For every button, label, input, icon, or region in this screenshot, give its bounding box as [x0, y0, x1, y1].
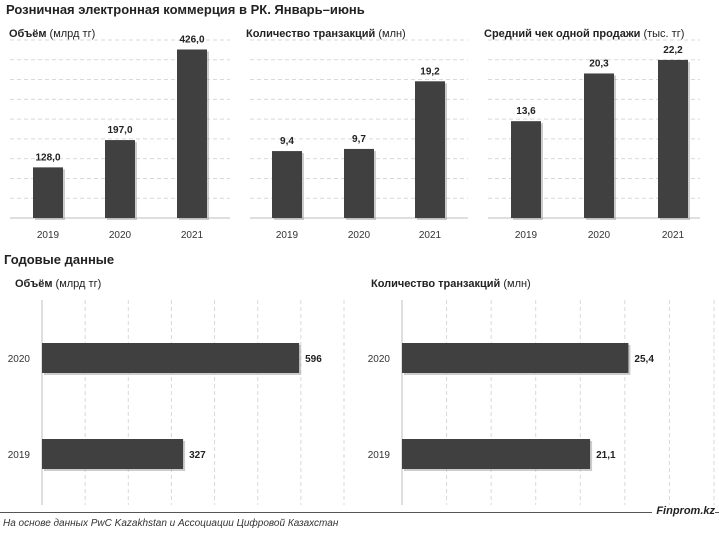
chart5-title-unit: (млн) — [500, 278, 531, 290]
chart4-category-label: 2019 — [8, 450, 31, 461]
chart5-title-bold: Количество транзакций — [371, 278, 501, 290]
chart4-title: Объём (млрд тг) — [15, 278, 101, 290]
annual-section-title: Годовые данные — [4, 252, 115, 267]
chart3-category-label: 2021 — [662, 230, 685, 241]
chart2-category-label: 2019 — [276, 230, 299, 241]
page-title: Розничная электронная коммерция в РК. Ян… — [6, 2, 365, 17]
chart5-category-label: 2020 — [368, 354, 391, 365]
chart3-bar — [511, 121, 541, 218]
chart5-bar — [402, 343, 629, 373]
chart2-bar — [272, 151, 302, 218]
chart4-bar — [42, 343, 300, 373]
chart4-data-label: 596 — [305, 354, 322, 365]
chart3-title: Средний чек одной продажи (тыс. тг) — [484, 28, 684, 40]
chart2-title-unit: (млн) — [375, 28, 406, 40]
chart3-title-unit: (тыс. тг) — [640, 28, 685, 40]
chart1-category-label: 2021 — [181, 230, 204, 241]
chart4-title-bold: Объём — [15, 278, 53, 290]
chart1-category-label: 2019 — [37, 230, 60, 241]
chart2-category-label: 2020 — [348, 230, 371, 241]
chart3-bar — [584, 73, 614, 219]
chart4-title-unit: (млрд тг) — [52, 278, 102, 290]
footer-divider — [0, 512, 719, 513]
chart1-data-label: 128,0 — [35, 152, 60, 163]
chart4-bar — [42, 439, 184, 469]
footer-source: На основе данных PwC Kazakhstan и Ассоци… — [3, 518, 339, 529]
chart2-bar — [344, 148, 374, 218]
chart2-title: Количество транзакций (млн) — [246, 28, 406, 40]
chart1-title: Объём (млрд тг) — [9, 28, 95, 40]
chart2-title-bold: Количество транзакций — [246, 28, 376, 40]
footer-brand: Finprom.kz — [652, 505, 715, 517]
chart1-data-label: 197,0 — [107, 125, 132, 136]
chart3-bar — [658, 59, 688, 218]
chart3-category-label: 2019 — [515, 230, 538, 241]
chart4-data-label: 327 — [189, 450, 206, 461]
chart3-title-bold: Средний чек одной продажи — [484, 28, 641, 40]
chart2-category-label: 2021 — [419, 230, 442, 241]
chart2-data-label: 19,2 — [420, 66, 440, 77]
chart5-data-label: 21,1 — [596, 450, 616, 461]
chart1-bar — [105, 140, 135, 218]
chart3-data-label: 20,3 — [589, 58, 609, 69]
chart2-data-label: 9,7 — [352, 134, 366, 145]
chart5-category-label: 2019 — [368, 450, 391, 461]
chart5-title: Количество транзакций (млн) — [371, 278, 531, 290]
chart1-title-unit: (млрд тг) — [46, 28, 96, 40]
chart2-bar — [415, 81, 445, 219]
chart3-data-label: 13,6 — [516, 106, 536, 117]
chart3-category-label: 2020 — [588, 230, 611, 241]
chart5-data-label: 25,4 — [634, 354, 654, 365]
chart4-category-label: 2020 — [8, 354, 31, 365]
chart1-title-bold: Объём — [9, 28, 47, 40]
chart1-bar — [33, 167, 63, 218]
chart1-category-label: 2020 — [109, 230, 132, 241]
chart1-bar — [177, 49, 207, 218]
chart2-data-label: 9,4 — [280, 136, 294, 147]
chart3-data-label: 22,2 — [663, 45, 683, 56]
chart5-bar — [402, 439, 591, 469]
chart1-data-label: 426,0 — [179, 34, 204, 45]
